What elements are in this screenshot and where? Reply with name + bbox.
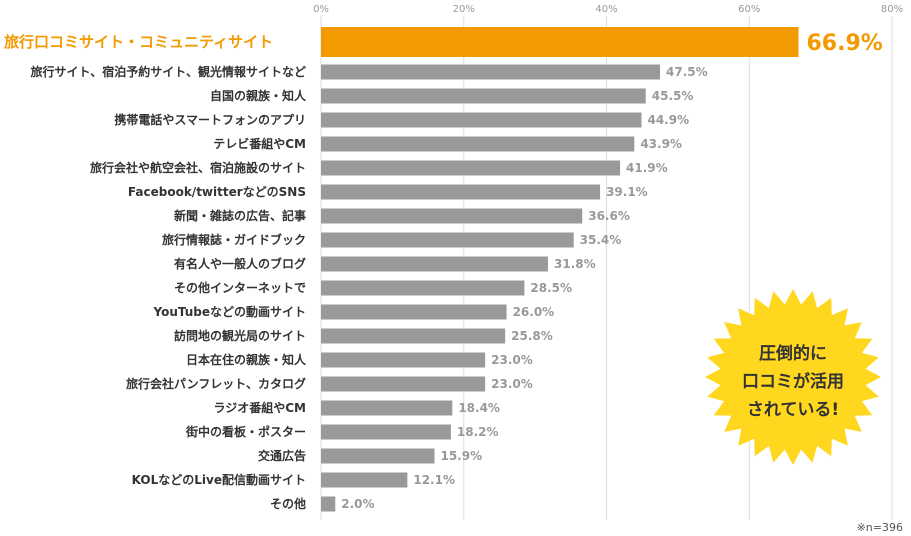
- value-label: 36.6%: [588, 209, 630, 223]
- value-label: 25.8%: [511, 329, 553, 343]
- bar: [321, 472, 408, 488]
- tick-label: 40%: [595, 4, 617, 15]
- bar: [321, 424, 451, 440]
- bar: [321, 256, 548, 272]
- category-label: 新聞・雑誌の広告、記事: [174, 208, 306, 223]
- value-label: 23.0%: [491, 353, 533, 367]
- bar: [321, 112, 642, 128]
- callout-text-line: されている!: [747, 400, 839, 420]
- value-label: 15.9%: [440, 449, 482, 463]
- category-label: Facebook/twitterなどのSNS: [128, 185, 306, 199]
- category-label: その他インターネットで: [174, 280, 306, 295]
- bar: [321, 376, 486, 392]
- bar: [321, 160, 621, 176]
- value-label: 12.1%: [413, 473, 455, 487]
- tick-label: 0%: [313, 4, 329, 15]
- bar: [321, 208, 583, 224]
- tick-label: 60%: [738, 4, 760, 15]
- category-label: 有名人や一般人のブログ: [174, 256, 306, 271]
- value-label-highlight: 66.9%: [806, 31, 882, 56]
- category-label: 旅行会社や航空会社、宿泊施設のサイト: [90, 160, 306, 175]
- bar: [321, 136, 635, 152]
- starburst-callout: [705, 289, 881, 465]
- value-label: 41.9%: [626, 161, 668, 175]
- bar: [321, 88, 646, 104]
- value-label: 31.8%: [554, 257, 596, 271]
- bar: [321, 352, 486, 368]
- bar: [321, 448, 435, 464]
- category-label: テレビ番組やCM: [213, 136, 306, 151]
- category-label-highlight: 旅行口コミサイト・コミュニティサイト: [4, 33, 273, 51]
- bar: [321, 64, 661, 80]
- category-label: 旅行会社パンフレット、カタログ: [126, 376, 306, 391]
- callout-text-line: 圧倒的に: [759, 343, 827, 364]
- value-label: 44.9%: [647, 113, 689, 127]
- tick-label: 80%: [881, 4, 903, 15]
- category-label: ラジオ番組やCM: [213, 400, 306, 415]
- tick-label: 20%: [453, 4, 475, 15]
- value-label: 47.5%: [666, 65, 708, 79]
- sample-size-note: ※n=396: [856, 521, 903, 534]
- category-label: 交通広告: [258, 448, 306, 463]
- value-label: 18.2%: [457, 425, 499, 439]
- bar: [321, 328, 506, 344]
- category-label: その他: [270, 496, 306, 511]
- category-label: 旅行情報誌・ガイドブック: [162, 232, 306, 247]
- category-label: 街中の看板・ポスター: [185, 424, 306, 439]
- value-label: 18.4%: [458, 401, 500, 415]
- category-label: 自国の親族・知人: [210, 88, 307, 103]
- category-label: KOLなどのLive配信動画サイト: [132, 472, 306, 487]
- category-label: 携帯電話やスマートフォンのアプリ: [114, 112, 306, 127]
- category-label: 訪問地の観光局のサイト: [174, 328, 306, 343]
- category-label: 旅行サイト、宿泊予約サイト、観光情報サイトなど: [30, 64, 306, 79]
- bar: [321, 400, 453, 416]
- value-label: 28.5%: [530, 281, 572, 295]
- value-label: 35.4%: [580, 233, 622, 247]
- bar: [321, 184, 601, 200]
- bar: [321, 304, 507, 320]
- value-label: 26.0%: [513, 305, 555, 319]
- value-label: 45.5%: [652, 89, 694, 103]
- value-label: 23.0%: [491, 377, 533, 391]
- bar-highlight: [321, 27, 799, 57]
- category-label: 日本在住の親族・知人: [186, 352, 307, 367]
- bar: [321, 496, 336, 512]
- value-label: 39.1%: [606, 185, 648, 199]
- value-label: 43.9%: [640, 137, 682, 151]
- callout-text-line: 口コミが活用: [742, 371, 844, 392]
- value-label: 2.0%: [341, 497, 374, 511]
- category-label: YouTubeなどの動画サイト: [152, 304, 306, 319]
- bar: [321, 280, 525, 296]
- bar: [321, 232, 574, 248]
